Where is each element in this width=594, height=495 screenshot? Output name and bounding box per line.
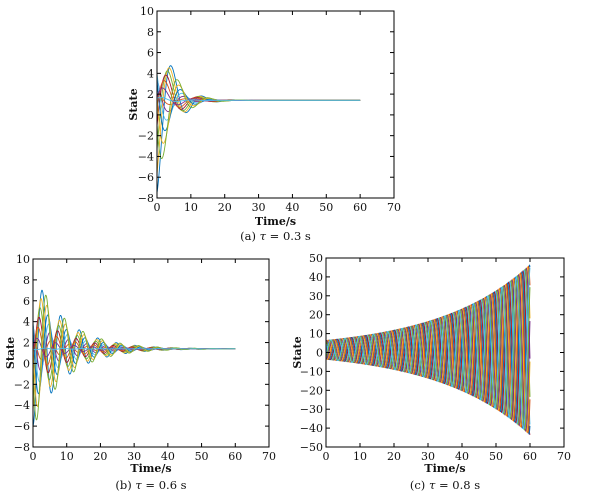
x-tick-label: 50	[319, 201, 333, 214]
y-tick-label: 10	[140, 5, 154, 18]
chart-panel-b: 0 10 20 30 40 50 60 70 −8 −6 −4 −2 0 2 4 6 8 10 Time/s Stat…	[4, 253, 276, 492]
y-tick-label: −8	[14, 441, 30, 454]
y-tick-label: −8	[138, 192, 154, 205]
series-line	[156, 65, 361, 193]
panel-caption: (c) τ = 0.8 s	[410, 478, 480, 492]
plot-frame	[32, 258, 270, 448]
y-tick-label: 20	[309, 309, 323, 322]
y-tick-label: 10	[309, 328, 323, 341]
y-tick-label: 40	[309, 271, 323, 284]
panel-caption: (b) τ = 0.6 s	[115, 478, 186, 492]
series-group	[156, 65, 361, 193]
x-tick-label: 60	[353, 201, 367, 214]
y-tick-label: −20	[300, 384, 323, 397]
x-tick-label: 0	[154, 201, 161, 214]
x-tick-label: 50	[195, 450, 209, 463]
y-tick-label: 50	[309, 252, 323, 265]
x-tick-label: 20	[93, 450, 107, 463]
y-tick-label: −6	[138, 171, 154, 184]
y-tick-label: 30	[309, 290, 323, 303]
series-group	[325, 264, 531, 436]
x-tick-label: 30	[421, 450, 435, 463]
series-line	[325, 267, 531, 430]
x-tick-label: 20	[218, 201, 232, 214]
x-tick-label: 30	[127, 450, 141, 463]
panel-caption: (a) τ = 0.3 s	[240, 229, 311, 243]
series-line	[156, 96, 361, 102]
y-tick-label: 8	[23, 274, 30, 287]
x-tick-label: 40	[161, 450, 175, 463]
series-line	[32, 289, 236, 427]
y-tick-label: −40	[300, 422, 323, 435]
x-tick-label: 20	[387, 450, 401, 463]
plot-frame	[156, 10, 395, 199]
x-tick-label: 40	[455, 450, 469, 463]
y-tick-label: 2	[147, 88, 154, 101]
x-tick-label: 10	[353, 450, 367, 463]
x-tick-label: 0	[323, 450, 330, 463]
y-tick-label: −6	[14, 420, 30, 433]
series-group	[32, 289, 236, 427]
series-line	[156, 79, 361, 159]
series-line	[325, 273, 531, 433]
y-tick-label: −4	[138, 150, 154, 163]
y-axis-label: State	[291, 336, 304, 368]
y-tick-label: −4	[14, 399, 30, 412]
x-axis-label: Time/s	[130, 462, 171, 475]
series-line	[32, 294, 236, 421]
y-tick-label: 0	[316, 347, 323, 360]
x-tick-label: 70	[557, 450, 571, 463]
chart-panel-a: 0 10 20 30 40 50 60 70 −8 −6 −4 −2 0 2 4 6 8 10 Time/s Stat…	[127, 5, 401, 243]
y-tick-label: 10	[16, 253, 30, 266]
y-axis-label: State	[4, 337, 17, 369]
x-tick-label: 70	[262, 450, 276, 463]
y-tick-label: −50	[300, 441, 323, 454]
y-tick-label: −2	[14, 378, 30, 391]
series-line	[32, 347, 236, 351]
y-tick-label: 0	[23, 357, 30, 370]
x-tick-label: 10	[60, 450, 74, 463]
y-tick-label: 8	[147, 26, 154, 39]
y-tick-label: 4	[147, 67, 154, 80]
x-tick-label: 30	[252, 201, 266, 214]
chart-panel-c: 0 10 20 30 40 50 60 70 −50 −40 −30 −20 −10 0 10 20 30 40 5…	[291, 252, 571, 492]
x-axis-label: Time/s	[255, 215, 296, 228]
y-tick-label: 4	[23, 316, 30, 329]
x-tick-label: 60	[523, 450, 537, 463]
series-line	[325, 272, 531, 434]
x-tick-label: 70	[387, 201, 401, 214]
y-tick-label: −10	[300, 365, 323, 378]
y-tick-label: 6	[23, 295, 30, 308]
y-tick-label: 0	[147, 109, 154, 122]
series-line	[156, 84, 361, 144]
x-tick-label: 50	[489, 450, 503, 463]
x-axis-label: Time/s	[424, 462, 465, 475]
series-line	[156, 79, 361, 132]
x-tick-label: 60	[228, 450, 242, 463]
y-tick-label: 6	[147, 47, 154, 60]
y-tick-label: 2	[23, 337, 30, 350]
y-tick-label: −2	[138, 130, 154, 143]
x-tick-label: 10	[184, 201, 198, 214]
x-tick-label: 0	[30, 450, 37, 463]
x-tick-label: 40	[285, 201, 299, 214]
y-axis-label: State	[127, 88, 140, 120]
y-tick-label: −30	[300, 403, 323, 416]
series-line	[156, 67, 361, 174]
